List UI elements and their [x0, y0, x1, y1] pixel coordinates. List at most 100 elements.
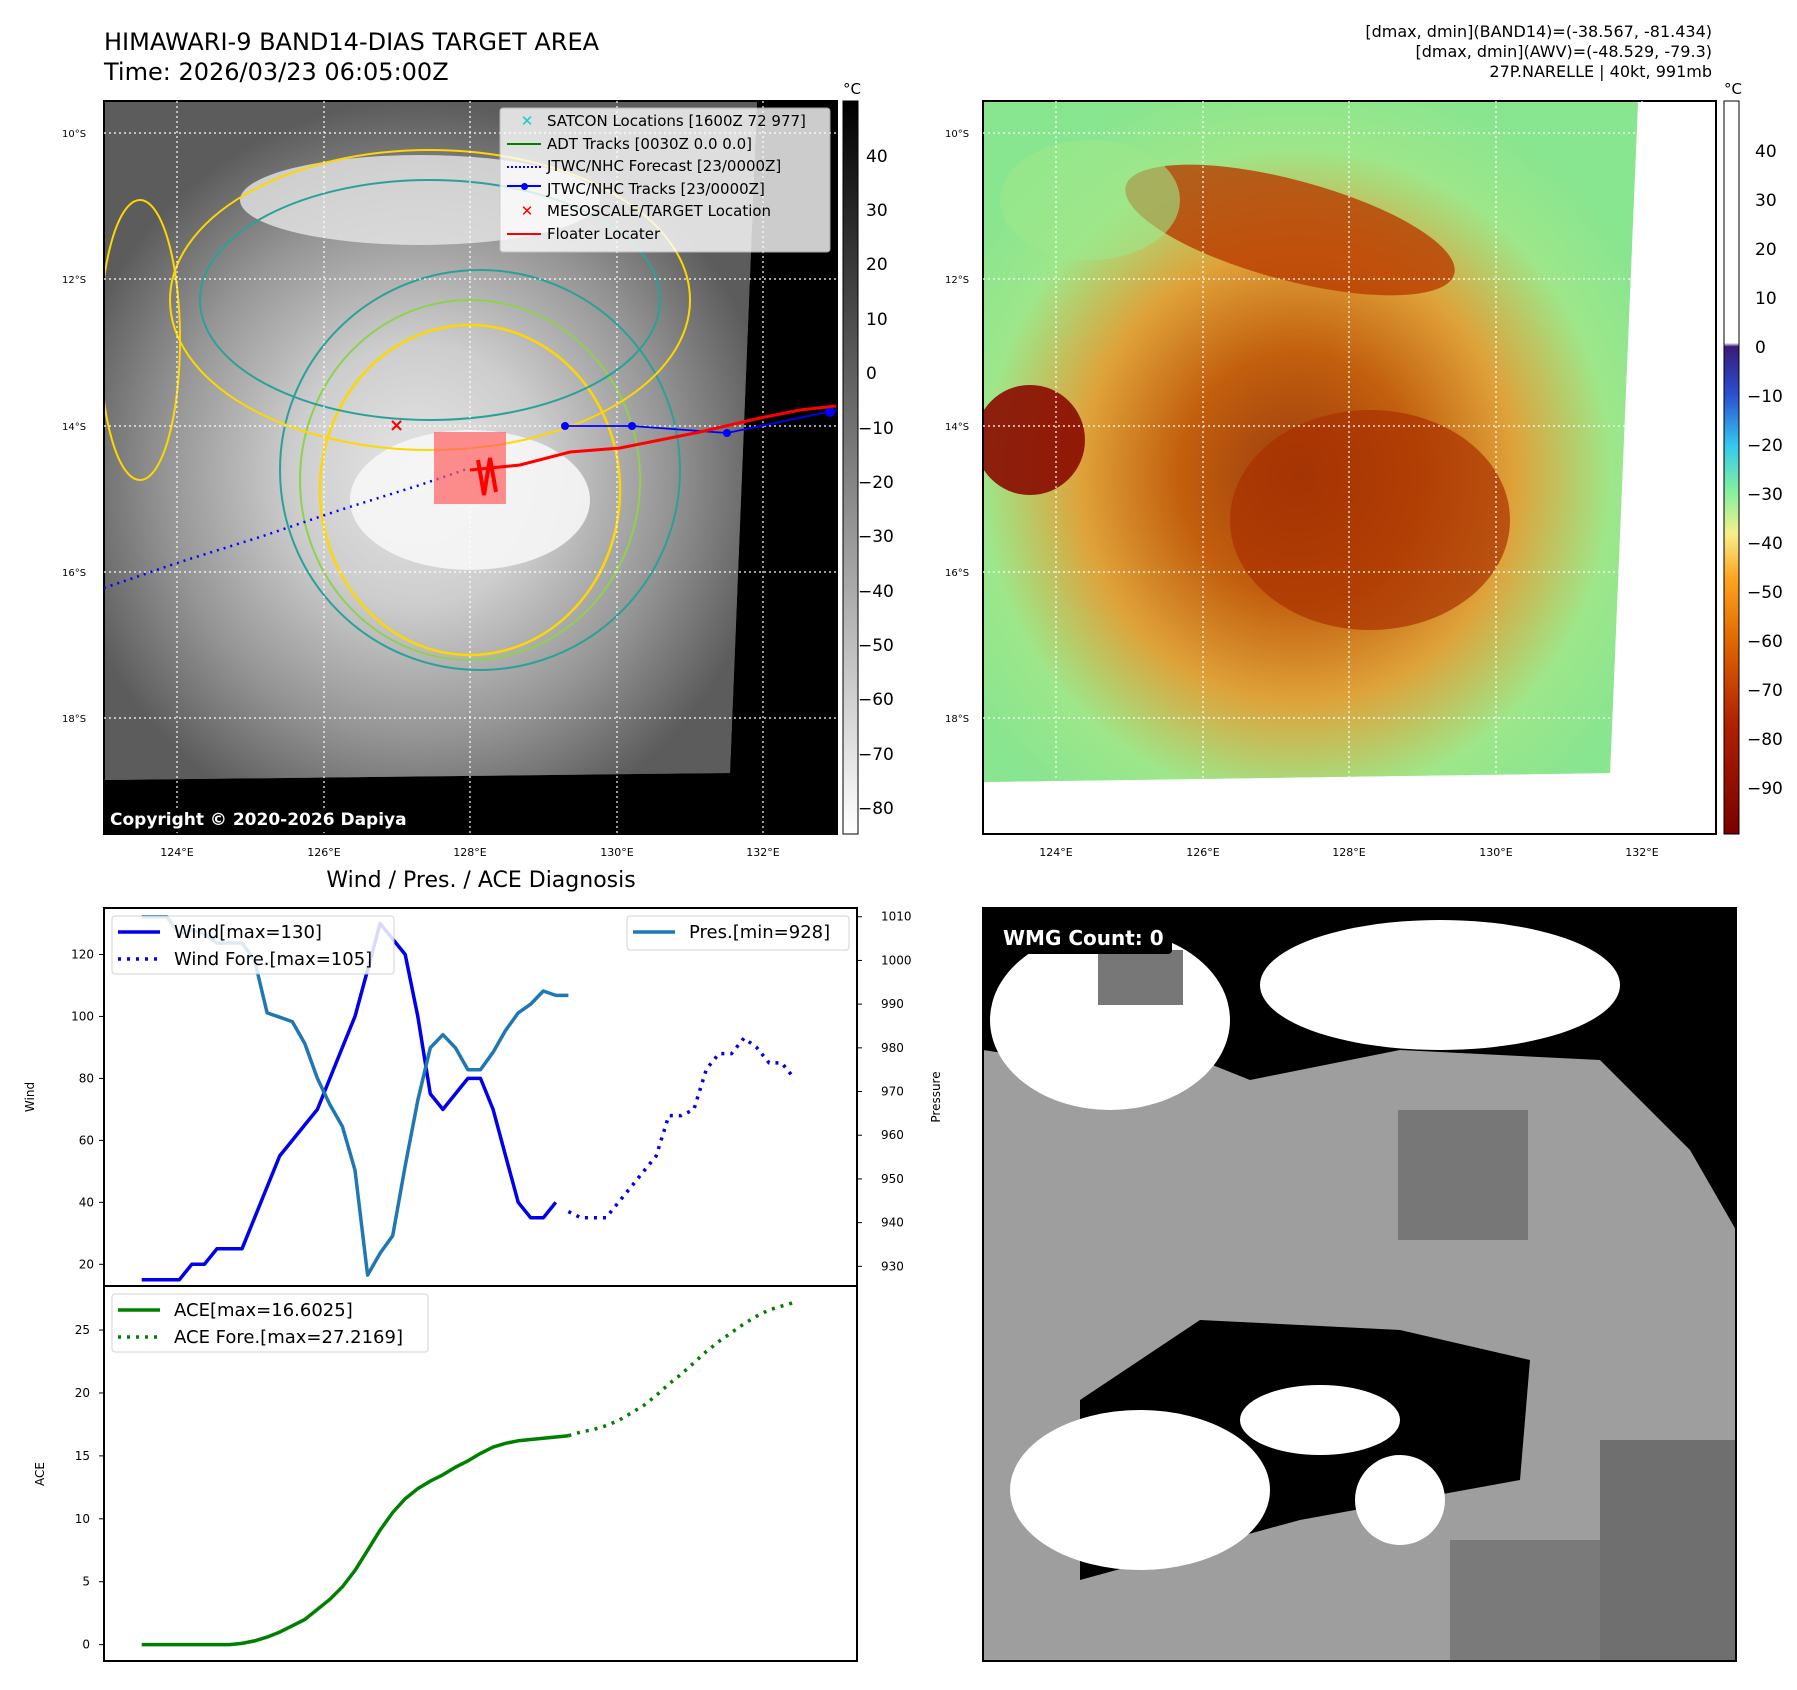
ace-tick-label: 20 — [75, 1386, 90, 1400]
colorbar-tick: 20 — [866, 255, 888, 275]
ace-legend: ACE[max=16.6025] ACE Fore.[max=27.2169] — [111, 1293, 429, 1353]
legend-label: SATCON Locations [1600Z 72 977] — [547, 112, 806, 130]
pressure-tick-label: 930 — [881, 1259, 904, 1273]
ir-legend — [499, 107, 831, 253]
lon-label: 126°E — [1186, 846, 1219, 859]
lon-label: 128°E — [453, 846, 486, 859]
lat-label: 14°S — [945, 422, 969, 433]
legend-label: Floater Locater — [547, 224, 661, 243]
legend-label: MESOSCALE/TARGET Location — [547, 202, 772, 221]
lon-label: 124°E — [160, 846, 193, 859]
lon-label: 132°E — [746, 846, 779, 859]
colorbar-tick: −40 — [858, 582, 894, 602]
pressure-tick-label: 940 — [881, 1216, 904, 1230]
colorbar-tick: −80 — [1747, 730, 1783, 750]
colorbar-tick: 0 — [866, 364, 877, 384]
ace-tick-label: 5 — [82, 1575, 90, 1589]
awv-lat-labels: 10°S 12°S 14°S 16°S 18°S — [945, 129, 969, 725]
ir-colorbar-ticks: 40 30 20 10 0 −10 −20 −30 −40 −50 −60 −7… — [858, 147, 894, 819]
line-dot-icon — [507, 182, 541, 194]
x-marker-icon: ✕ — [520, 202, 534, 221]
colorbar-tick: 20 — [1755, 240, 1777, 260]
colorbar-tick: −70 — [1747, 681, 1783, 701]
lat-label: 18°S — [62, 714, 86, 725]
wind-tick-label: 60 — [79, 1133, 94, 1147]
wmg-badge: WMG Count: 0 — [995, 922, 1172, 954]
ir-colorbar: °C 40 30 20 10 0 −10 −20 −30 −40 −50 −60… — [842, 80, 894, 835]
wind-legend: Wind[max=130] Wind Fore.[max=105] — [111, 915, 395, 975]
pressure-tick-label: 990 — [881, 997, 904, 1011]
legend-entry-floater: Floater Locater — [507, 223, 806, 246]
legend-label: Pres.[min=928] — [689, 922, 830, 943]
ir-lat-labels: 10°S 12°S 14°S 16°S 18°S — [62, 129, 86, 725]
colorbar-tick: 10 — [866, 310, 888, 330]
lat-label: 12°S — [62, 275, 86, 286]
svg-text:×: × — [389, 415, 404, 436]
stats-awv: [dmax, dmin](AWV)=(-48.529, -79.3) — [1415, 42, 1712, 61]
lon-label: 124°E — [1039, 846, 1072, 859]
wind-tick-label: 100 — [71, 1009, 94, 1023]
awv-colorbar: °C 40 30 20 10 0 −10 −20 −30 −40 −50 −60… — [1723, 80, 1783, 835]
legend-label: ADT Tracks [0030Z 0.0 0.0] — [547, 134, 752, 153]
legend-label: ACE[max=16.6025] — [174, 1300, 353, 1321]
wind-tick-label: 40 — [79, 1195, 94, 1209]
x-marker-icon: ✕ — [520, 112, 534, 130]
dotted-line-icon — [507, 165, 541, 168]
awv-lon-labels: 124°E 126°E 128°E 130°E 132°E — [1039, 846, 1658, 859]
wind-axis-label: Wind — [23, 1082, 37, 1112]
page-title: HIMAWARI-9 BAND14-DIAS TARGET AREA — [104, 28, 600, 56]
wind-tick-label: 120 — [71, 947, 94, 961]
ir-legend-entries: ✕ SATCON Locations [1600Z 72 977] ADT Tra… — [507, 110, 806, 246]
colorbar-tick: 0 — [1755, 338, 1766, 358]
legend-entry-adt: ADT Tracks [0030Z 0.0 0.0] — [507, 133, 806, 156]
lat-label: 18°S — [945, 714, 969, 725]
pressure-legend: Pres.[min=928] — [626, 915, 850, 951]
colorbar-tick: 40 — [1755, 142, 1777, 162]
lat-label: 16°S — [62, 568, 86, 579]
ace-tick-label: 10 — [75, 1512, 90, 1526]
lat-label: 10°S — [62, 129, 86, 140]
pressure-tick-label: 980 — [881, 1041, 904, 1055]
pressure-tick-label: 1000 — [881, 953, 912, 967]
pressure-tick-label: 960 — [881, 1128, 904, 1142]
legend-entry-satcon: ✕ SATCON Locations [1600Z 72 977] — [507, 110, 806, 133]
pressure-axis-label: Pressure — [929, 1071, 943, 1122]
lat-label: 14°S — [62, 422, 86, 433]
colorbar-tick: −40 — [1747, 534, 1783, 554]
colorbar-tick: 30 — [1755, 191, 1777, 211]
lon-label: 126°E — [307, 846, 340, 859]
chart-title: Wind / Pres. / ACE Diagnosis — [326, 868, 635, 893]
line-marker-icon — [507, 143, 541, 146]
colorbar-tick: −20 — [1747, 436, 1783, 456]
ace-tick-label: 25 — [75, 1323, 90, 1337]
colorbar-tick: 40 — [866, 147, 888, 167]
wind-tick-label: 20 — [79, 1257, 94, 1271]
colorbar-tick: −60 — [1747, 632, 1783, 652]
legend-label: JTWC/NHC Tracks [23/0000Z] — [547, 179, 765, 198]
legend-label: Wind[max=130] — [174, 922, 322, 943]
lon-label: 132°E — [1625, 846, 1658, 859]
series-line-0 — [141, 921, 558, 1282]
lon-label: 130°E — [600, 846, 633, 859]
lat-label: 12°S — [945, 275, 969, 286]
awv-map — [982, 100, 1717, 835]
legend-entry-mesoscale: ✕ MESOSCALE/TARGET Location — [507, 200, 806, 223]
ace-axis-label: ACE — [33, 1462, 47, 1486]
ace-axes — [103, 1285, 858, 1662]
lon-label: 128°E — [1332, 846, 1365, 859]
legend-entry-tracks: JTWC/NHC Tracks [23/0000Z] — [507, 178, 806, 201]
legend-label: ACE Fore.[max=27.2169] — [174, 1327, 403, 1348]
colorbar-unit: °C — [1724, 80, 1742, 98]
stats-band14: [dmax, dmin](BAND14)=(-38.567, -81.434) — [1365, 22, 1712, 41]
page-time: Time: 2026/03/23 06:05:00Z — [104, 58, 449, 86]
legend-label: Wind Fore.[max=105] — [174, 949, 372, 970]
series-line-3 — [141, 1433, 569, 1647]
colorbar-tick: 30 — [866, 201, 888, 221]
colorbar-tick: −90 — [1747, 779, 1783, 799]
colorbar-tick: −50 — [858, 636, 894, 656]
ace-tick-label: 0 — [82, 1638, 90, 1652]
lat-label: 16°S — [945, 568, 969, 579]
colorbar-tick: −70 — [858, 745, 894, 765]
colorbar-tick: −30 — [1747, 485, 1783, 505]
